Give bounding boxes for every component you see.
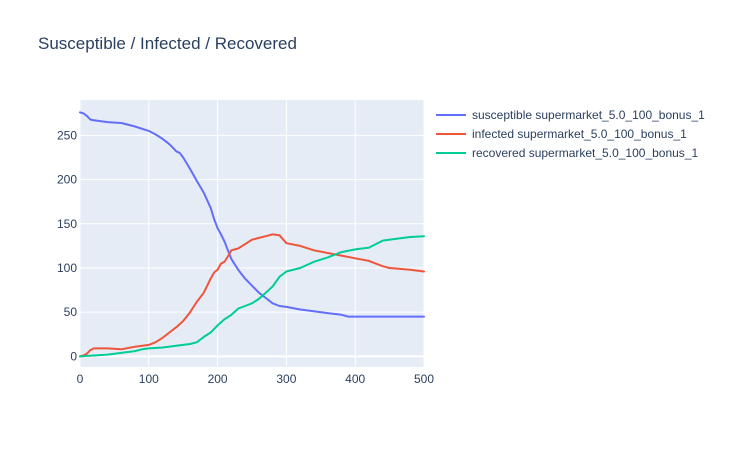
legend-label-susceptible: susceptible supermarket_5.0_100_bonus_1 bbox=[472, 107, 705, 122]
series-line-susceptible[interactable] bbox=[79, 111, 425, 318]
y-tick-label: 250 bbox=[57, 128, 77, 142]
legend-swatch-recovered bbox=[436, 151, 466, 154]
x-tick-label: 500 bbox=[414, 372, 434, 386]
chart-title: Susceptible / Infected / Recovered bbox=[38, 34, 297, 53]
plot-background bbox=[80, 100, 424, 367]
series-lines bbox=[79, 111, 425, 358]
legend-swatch-susceptible bbox=[436, 113, 466, 116]
x-tick-label: 200 bbox=[208, 372, 228, 386]
y-tick-label: 0 bbox=[70, 349, 77, 363]
legend-label-infected: infected supermarket_5.0_100_bonus_1 bbox=[472, 126, 687, 141]
y-tick-label: 100 bbox=[57, 261, 77, 275]
y-tick-label: 50 bbox=[64, 305, 78, 319]
series-line-recovered[interactable] bbox=[79, 235, 425, 358]
legend-item-susceptible[interactable]: susceptible supermarket_5.0_100_bonus_1 bbox=[436, 105, 705, 124]
series-line-infected[interactable] bbox=[79, 233, 425, 358]
legend-swatch-infected bbox=[436, 132, 466, 135]
grid-lines bbox=[79, 100, 425, 367]
tick-labels: 0 100 200 300 400 500 0 50 100 150 200 250 bbox=[57, 128, 434, 386]
legend-item-recovered[interactable]: recovered supermarket_5.0_100_bonus_1 bbox=[436, 143, 705, 162]
x-tick-label: 0 bbox=[77, 372, 84, 386]
legend-item-infected[interactable]: infected supermarket_5.0_100_bonus_1 bbox=[436, 124, 705, 143]
legend-label-recovered: recovered supermarket_5.0_100_bonus_1 bbox=[472, 145, 699, 160]
y-tick-label: 200 bbox=[57, 173, 77, 187]
y-tick-label: 150 bbox=[57, 217, 77, 231]
x-tick-label: 100 bbox=[139, 372, 159, 386]
x-tick-label: 400 bbox=[345, 372, 365, 386]
x-tick-label: 300 bbox=[276, 372, 296, 386]
legend: susceptible supermarket_5.0_100_bonus_1 … bbox=[436, 105, 705, 162]
